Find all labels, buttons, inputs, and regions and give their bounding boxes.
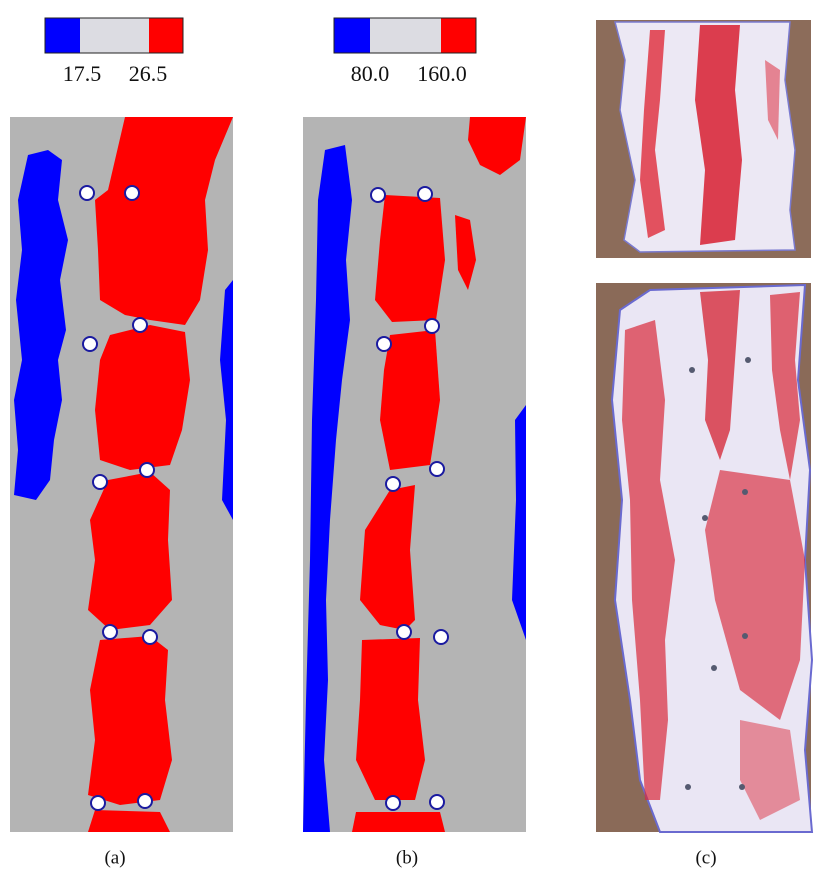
colorbar-low-label: 17.5	[63, 61, 102, 86]
panel-label: (a)	[104, 847, 125, 868]
colorbar-high-label: 26.5	[129, 61, 168, 86]
panel-label: (b)	[396, 847, 418, 868]
contour-map-a	[10, 117, 233, 832]
specimen-photo-bottom	[596, 283, 814, 833]
colorbar-a	[44, 17, 184, 54]
colorbar-low-label: 80.0	[351, 61, 390, 86]
panel-label: (c)	[695, 847, 716, 868]
specimen-photo-top	[596, 20, 811, 258]
colorbar-high-label: 160.0	[417, 61, 467, 86]
colorbar-b	[333, 17, 477, 54]
contour-map-b	[303, 117, 526, 832]
